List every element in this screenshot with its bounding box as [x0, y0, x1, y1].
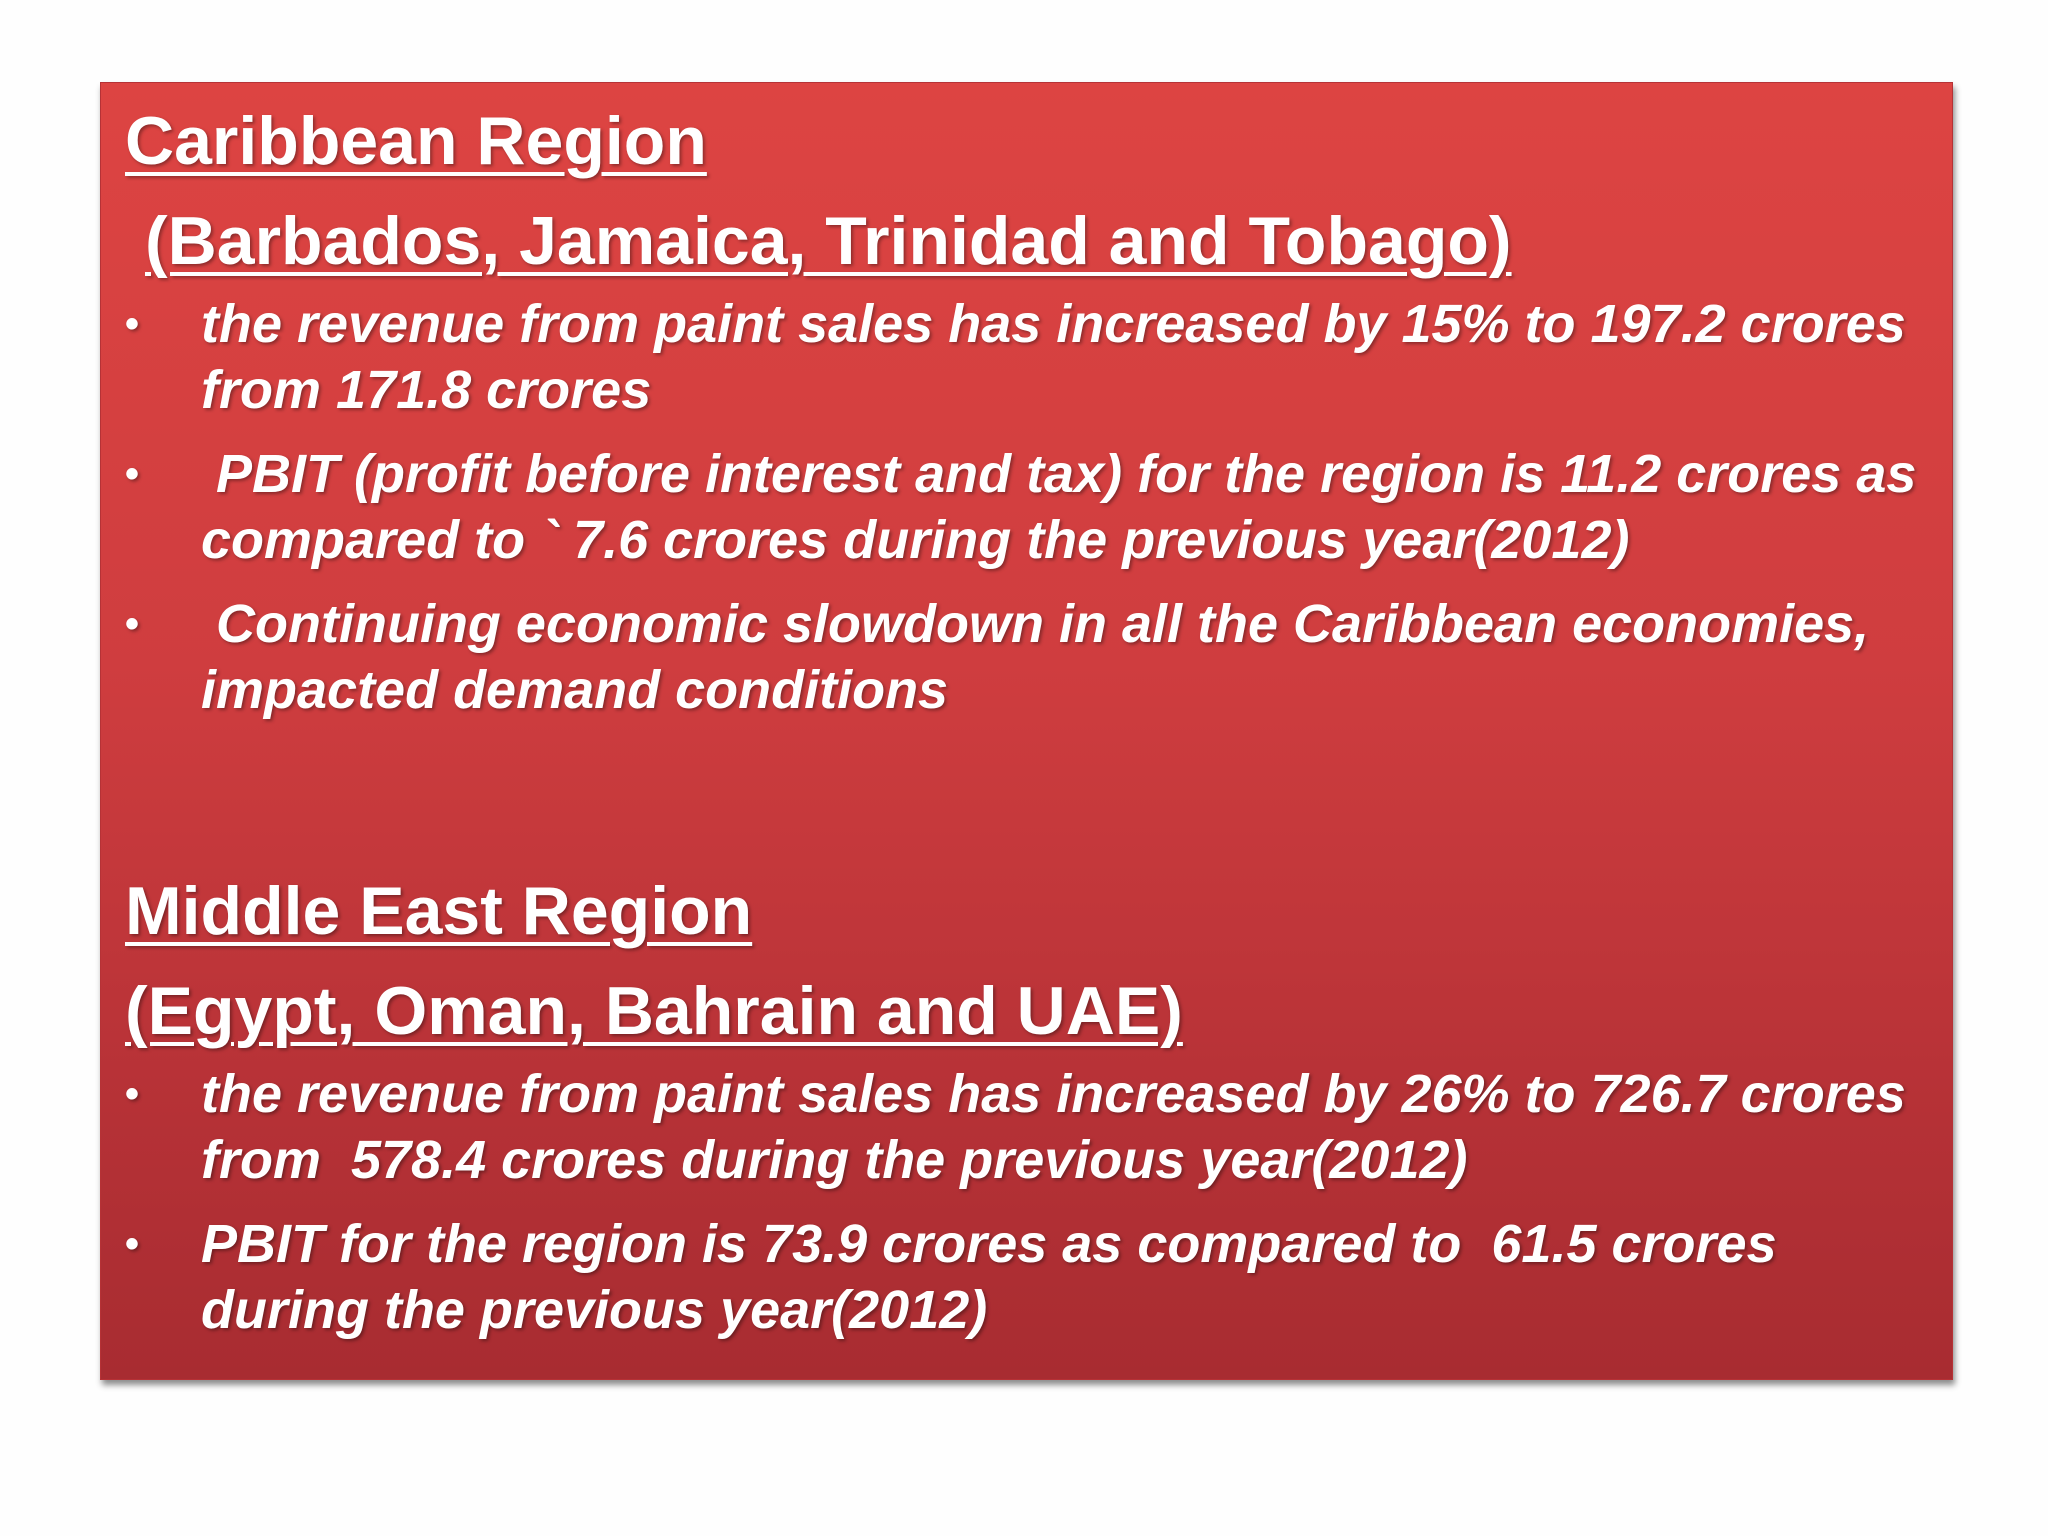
caribbean-region-section: Caribbean Region (Barbados, Jamaica, Tri…	[101, 91, 1952, 741]
list-item-text: PBIT (profit before interest and tax) fo…	[201, 444, 1932, 570]
content-panel: Caribbean Region (Barbados, Jamaica, Tri…	[100, 82, 1953, 1380]
list-item-text: the revenue from paint sales has increas…	[201, 294, 1906, 420]
list-item: • PBIT (profit before interest and tax) …	[101, 441, 1952, 573]
list-item: • the revenue from paint sales has incre…	[101, 291, 1952, 423]
list-item-text: Continuing economic slowdown in all the …	[201, 594, 1885, 720]
list-item-text: PBIT for the region is 73.9 crores as co…	[201, 1214, 1792, 1340]
list-item: • Continuing economic slowdown in all th…	[101, 591, 1952, 723]
caribbean-countries-heading: (Barbados, Jamaica, Trinidad and Tobago)	[145, 203, 1512, 279]
bullet-icon: •	[125, 452, 140, 496]
bullet-icon: •	[125, 602, 140, 646]
bullet-icon: •	[125, 1072, 140, 1116]
middle-east-countries-heading: (Egypt, Oman, Bahrain and UAE)	[125, 973, 1183, 1049]
bullet-icon: •	[125, 1222, 140, 1266]
middle-east-region-section: Middle East Region (Egypt, Oman, Bahrain…	[101, 861, 1952, 1361]
caribbean-points-list: • the revenue from paint sales has incre…	[101, 291, 1952, 723]
list-item: • the revenue from paint sales has incre…	[101, 1061, 1952, 1193]
list-item-text: the revenue from paint sales has increas…	[201, 1064, 1921, 1190]
caribbean-region-title: Caribbean Region	[125, 103, 707, 179]
bullet-icon: •	[125, 302, 140, 346]
list-item: • PBIT for the region is 73.9 crores as …	[101, 1211, 1952, 1343]
middle-east-points-list: • the revenue from paint sales has incre…	[101, 1061, 1952, 1343]
middle-east-region-title: Middle East Region	[125, 873, 753, 949]
